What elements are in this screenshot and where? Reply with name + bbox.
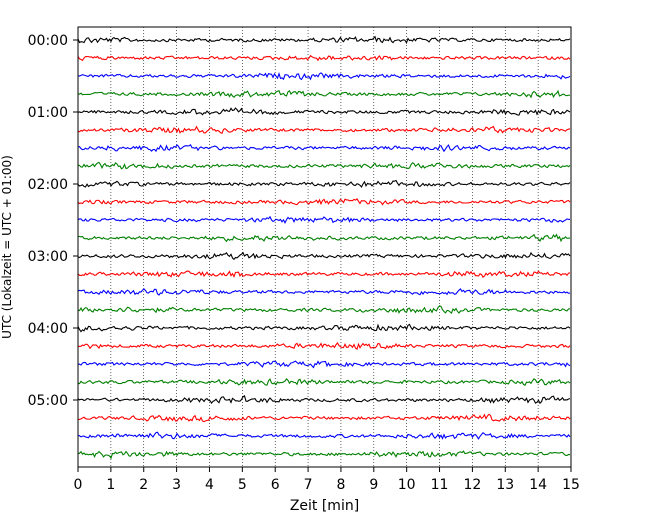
trace-line	[77, 215, 571, 225]
trace-line	[77, 89, 571, 99]
y-axis-label: UTC (Lokalzeit = UTC + 01:00)	[0, 155, 14, 339]
y-axis-ticks: 00:00 01:00 02:00 03:00 04:00 05:00	[28, 33, 78, 409]
trace-line	[77, 431, 571, 440]
x-tick-label: 10	[398, 477, 416, 493]
trace-line	[77, 143, 571, 153]
seismic-traces	[77, 35, 571, 460]
vertical-grid	[77, 27, 572, 467]
x-tick-label: 7	[304, 477, 313, 493]
plot-frame	[77, 26, 572, 468]
trace-line	[77, 413, 571, 423]
x-tick-label: 5	[238, 477, 247, 493]
trace-line	[77, 72, 571, 81]
trace-line	[77, 161, 571, 170]
trace-line	[77, 233, 571, 243]
trace-line	[77, 35, 571, 45]
trace-line	[77, 305, 571, 315]
trace-line	[77, 107, 571, 116]
x-tick-label: 12	[463, 477, 481, 493]
trace-line	[77, 450, 571, 460]
trace-line	[77, 270, 571, 279]
x-axis-label: Zeit [min]	[290, 498, 359, 514]
x-tick-label: 8	[336, 477, 345, 493]
y-tick-label: 05:00	[28, 393, 68, 409]
trace-line	[77, 342, 571, 351]
x-tick-label: 6	[271, 477, 280, 493]
trace-line	[77, 251, 571, 261]
x-axis-ticks: 0 1 2 3 4 5 6 7 8 9 10 11 12 13 14 15	[74, 467, 580, 493]
trace-line	[77, 323, 571, 333]
x-tick-label: 11	[431, 477, 449, 493]
x-tick-label: 13	[496, 477, 514, 493]
y-tick-label: 00:00	[28, 33, 68, 49]
trace-line	[77, 395, 571, 405]
x-tick-label: 3	[172, 477, 181, 493]
y-tick-label: 03:00	[28, 249, 68, 265]
x-tick-label: 14	[529, 477, 547, 493]
x-tick-label: 0	[74, 477, 83, 493]
trace-line	[77, 198, 571, 206]
y-tick-label: 02:00	[28, 177, 68, 193]
x-tick-label: 4	[205, 477, 214, 493]
x-tick-label: 15	[562, 477, 580, 493]
trace-line	[77, 288, 571, 296]
trace-line	[77, 54, 571, 62]
trace-line	[77, 360, 571, 369]
trace-line	[77, 378, 571, 386]
y-tick-label: 01:00	[28, 105, 68, 121]
x-tick-label: 1	[106, 477, 115, 493]
x-tick-label: 9	[369, 477, 378, 493]
y-tick-label: 04:00	[28, 321, 68, 337]
trace-line	[77, 179, 571, 188]
x-tick-label: 2	[139, 477, 148, 493]
trace-line	[77, 125, 571, 135]
